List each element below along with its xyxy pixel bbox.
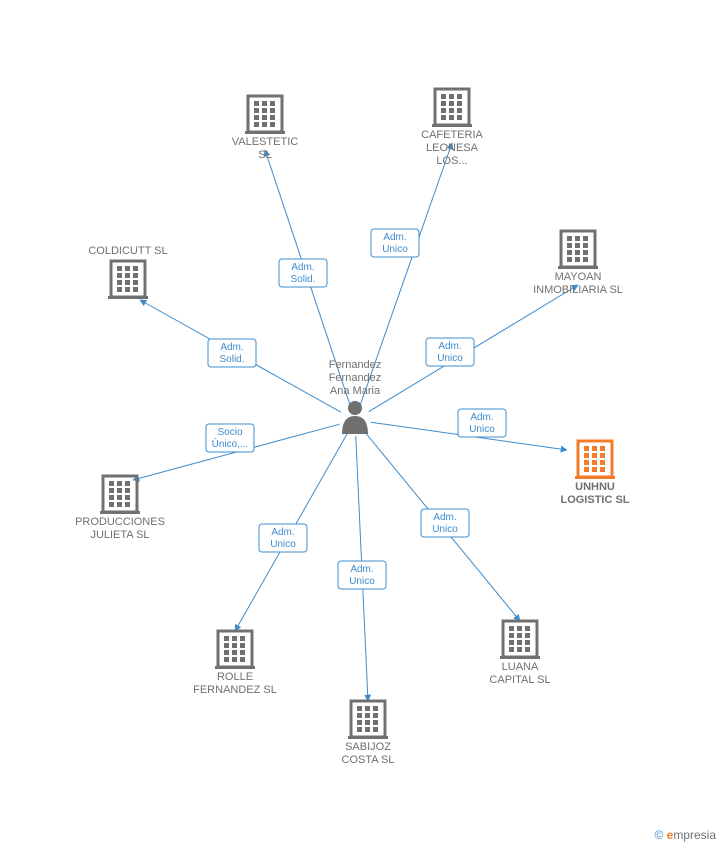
svg-text:Unico: Unico [437,353,463,364]
edge-label-luana: Adm.Unico [421,509,469,537]
svg-text:LEONESA: LEONESA [426,142,479,154]
svg-text:COSTA SL: COSTA SL [342,754,395,766]
svg-text:Fernandez: Fernandez [329,372,382,384]
svg-text:LOS...: LOS... [436,155,467,167]
footer-credit: © empresia [654,828,716,842]
svg-text:Unico: Unico [432,524,458,535]
svg-text:VALESTETIC: VALESTETIC [232,136,298,148]
edge-label-coldicutt: Adm.Solid. [208,339,256,367]
node-unhnu: UNHNULOGISTIC SL [560,441,629,506]
svg-text:Adm.: Adm. [383,232,406,243]
svg-text:Solid.: Solid. [290,274,315,285]
svg-text:Ana Maria: Ana Maria [330,385,381,397]
svg-text:COLDICUTT SL: COLDICUTT SL [88,245,167,257]
svg-text:Adm.: Adm. [470,412,493,423]
svg-text:LUANA: LUANA [502,661,539,673]
svg-text:Adm.: Adm. [271,527,294,538]
svg-text:Adm.: Adm. [291,262,314,273]
svg-text:Único,...: Único,... [212,437,249,450]
svg-text:SABIJOZ: SABIJOZ [345,741,391,753]
svg-text:Unico: Unico [349,576,375,587]
node-sabijoz: SABIJOZCOSTA SL [342,701,395,766]
svg-text:Adm.: Adm. [433,512,456,523]
svg-text:Adm.: Adm. [350,564,373,575]
svg-text:Unico: Unico [469,424,495,435]
svg-text:Unico: Unico [382,244,408,255]
node-luana: LUANACAPITAL SL [489,621,550,686]
svg-text:LOGISTIC SL: LOGISTIC SL [560,494,629,506]
node-cafeteria: CAFETERIALEONESALOS... [421,89,483,167]
svg-text:MAYOAN: MAYOAN [555,271,602,283]
svg-text:Adm.: Adm. [220,342,243,353]
edge-label-unhnu: Adm.Unico [458,409,506,437]
edge-label-rolle: Adm.Unico [259,524,307,552]
svg-text:UNHNU: UNHNU [575,481,615,493]
network-diagram: VALESTETICSL CAFETERIALEONESALOS... MAYOAN… [0,0,728,850]
svg-text:Socio: Socio [217,427,242,438]
svg-text:Solid.: Solid. [219,354,244,365]
edge-label-mayoan: Adm.Unico [426,338,474,366]
brand-name: empresia [667,828,716,842]
svg-text:Fernandez: Fernandez [329,359,382,371]
svg-text:PRODUCCIONES: PRODUCCIONES [75,516,165,528]
svg-text:Adm.: Adm. [438,341,461,352]
edge-label-cafeteria: Adm.Unico [371,229,419,257]
svg-text:FERNANDEZ SL: FERNANDEZ SL [193,684,277,696]
svg-text:ROLLE: ROLLE [217,671,253,683]
svg-text:INMOBILIARIA SL: INMOBILIARIA SL [533,284,623,296]
edge-label-producciones: SocioÚnico,... [206,424,254,452]
edge-label-sabijoz: Adm.Unico [338,561,386,589]
edge-label-valestetic: Adm.Solid. [279,259,327,287]
svg-text:Unico: Unico [270,539,296,550]
svg-text:JULIETA SL: JULIETA SL [90,529,149,541]
node-producciones: PRODUCCIONESJULIETA SL [75,476,165,541]
svg-text:CAFETERIA: CAFETERIA [421,129,483,141]
svg-text:CAPITAL SL: CAPITAL SL [489,674,550,686]
node-valestetic: VALESTETICSL [232,96,298,161]
node-rolle: ROLLEFERNANDEZ SL [193,631,277,696]
copyright-symbol: © [654,828,663,842]
node-coldicutt: COLDICUTT SL [88,245,167,299]
node-mayoan: MAYOANINMOBILIARIA SL [533,231,623,296]
svg-text:SL: SL [258,149,271,161]
